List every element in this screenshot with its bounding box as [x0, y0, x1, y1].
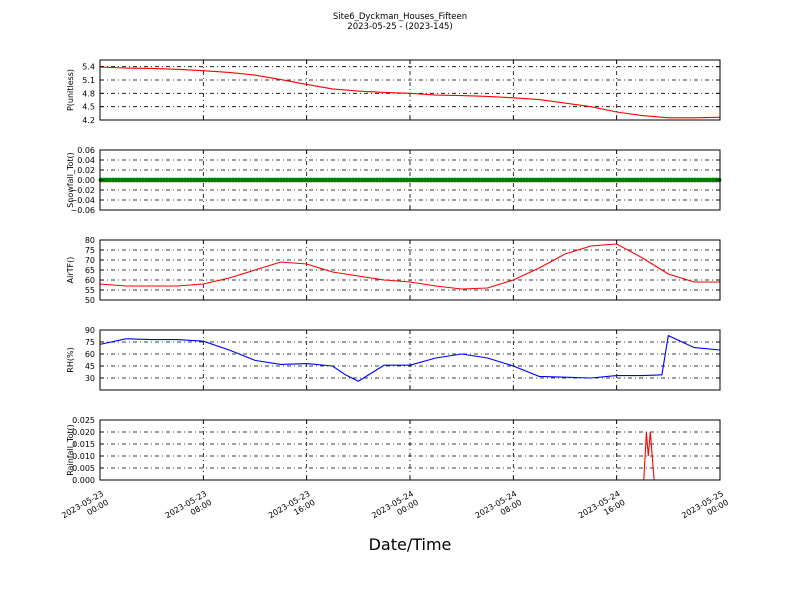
y-tick-label: 55 — [85, 286, 95, 295]
y-tick-label: 0.020 — [72, 428, 95, 437]
y-tick-label: 0.04 — [77, 156, 95, 165]
y-tick-label: 45 — [85, 362, 95, 371]
y-tick-label: 0.000 — [72, 476, 95, 485]
y-tick-label: 90 — [85, 326, 95, 335]
y-tick-label: 4.5 — [82, 103, 95, 112]
subplot-5: 0.025 0.020 0.015 0.010 0.005 0.000Rainfall_T… — [66, 416, 721, 485]
y-tick-label: 0.005 — [72, 464, 95, 473]
y-axis-label: RH(%) — [66, 347, 75, 372]
y-tick-label: 50 — [85, 296, 95, 305]
y-tick-label: −0.06 — [70, 206, 95, 215]
y-tick-label: 60 — [85, 350, 95, 359]
series-line — [99, 66, 721, 119]
series-points — [98, 177, 722, 183]
y-tick-label: 30 — [85, 374, 95, 383]
y-tick-label: 0.02 — [77, 166, 95, 175]
subplots: 5.45.14.84.54.2P(unitless)0.060.040.020.… — [66, 59, 722, 485]
y-tick-label: −0.04 — [70, 196, 95, 205]
y-tick-label: 75 — [85, 246, 95, 255]
x-axis-label: Date/Time — [369, 535, 452, 554]
series-line — [99, 243, 720, 290]
subplot-4: 90 75 60 45 30 RH(%) — [66, 326, 721, 391]
subplot-1: 5.4 5.1 4.8 4.5 4.2 P(unitless) — [66, 59, 721, 125]
y-axis-label: AirTF() — [66, 257, 75, 284]
y-tick-label: −0.02 — [70, 186, 95, 195]
figure-subtitle: 2023-05-25 - (2023-145) — [347, 22, 452, 32]
y-tick-label: 60 — [85, 276, 95, 285]
figure-title: Site6_Dyckman_Houses_Fifteen — [333, 12, 467, 22]
y-tick-label: 0.025 — [72, 416, 95, 425]
y-tick-label: 5.1 — [82, 76, 95, 85]
y-axis-label: Rainfall_Tot() — [66, 424, 75, 476]
y-tick-label: 65 — [85, 266, 95, 275]
y-tick-label: 0.00 — [77, 176, 95, 185]
series-line — [99, 334, 721, 382]
y-axis-label: P(unitless) — [66, 69, 75, 111]
y-tick-label: 70 — [85, 256, 95, 265]
y-axis-label: Snowfall_Tot() — [66, 152, 75, 208]
y-tick-label: 80 — [85, 236, 95, 245]
y-tick-label: 0.06 — [77, 146, 95, 155]
y-tick-label: 5.4 — [82, 63, 95, 72]
y-tick-label: 0.015 — [72, 440, 95, 449]
y-tick-label: 4.2 — [82, 116, 95, 125]
subplot-2: 0.060.040.020.00−0.02−0.04−0.06Snowfall_… — [66, 146, 722, 215]
y-tick-label: 75 — [85, 338, 95, 347]
y-tick-label: 0.010 — [72, 452, 95, 461]
y-tick-label: 4.8 — [82, 89, 95, 98]
